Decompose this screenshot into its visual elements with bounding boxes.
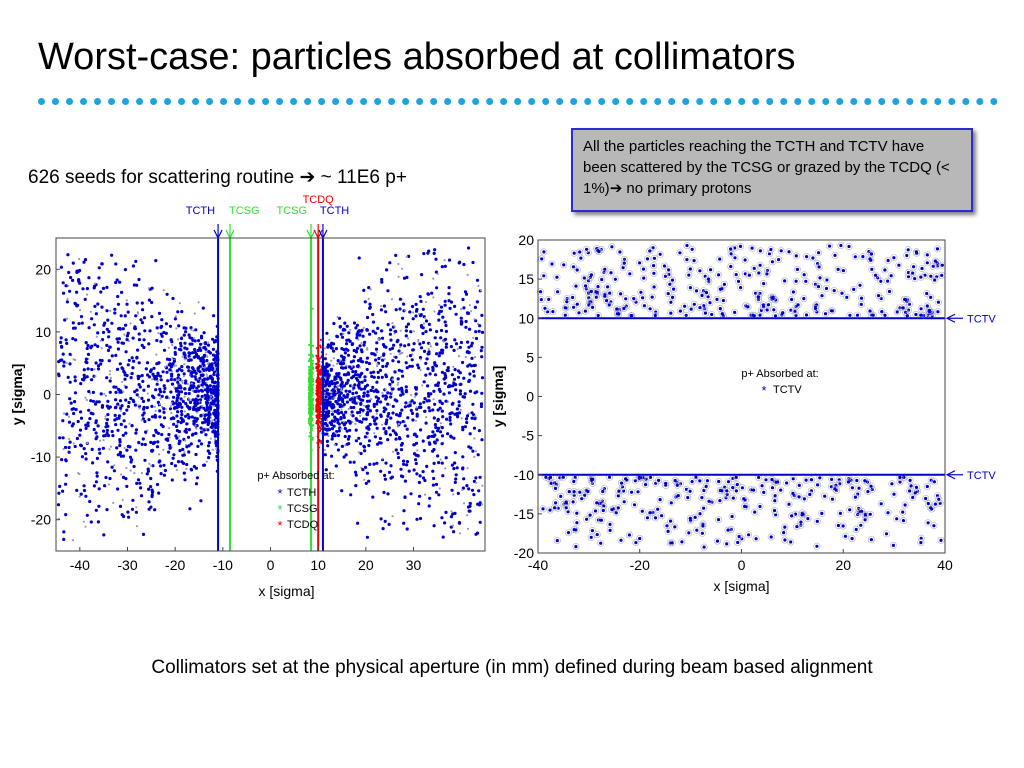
y-tick-label: -20: [31, 512, 51, 528]
legend-title: p+ Absorbed at:: [257, 470, 334, 482]
collimator-label-tcsg: TCSG: [276, 205, 307, 217]
info-callout: All the particles reaching the TCTH and …: [571, 128, 973, 212]
x-tick-label: 0: [738, 557, 746, 573]
x-tick-label: 40: [937, 557, 953, 573]
arrow-icon: [945, 313, 956, 323]
legend-label: TCDQ: [287, 519, 319, 531]
y-tick-label: -10: [514, 467, 534, 483]
x-tick-label: 20: [358, 557, 374, 573]
arrow-icon: ➔: [299, 167, 316, 188]
x-tick-label: -20: [165, 557, 185, 573]
subtitle-tail: ~ 11E6 p+: [315, 167, 407, 188]
subtitle-text: 626 seeds for scattering routine: [28, 167, 295, 188]
y-tick-label: 20: [35, 261, 51, 277]
legend-marker: *: [277, 502, 282, 517]
collimator-label-tcdq: TCDQ: [303, 194, 335, 206]
seeds-subtitle: 626 seeds for scattering routine ➔ ~ 11E…: [28, 166, 407, 189]
slide-title: Worst-case: particles absorbed at collim…: [38, 36, 796, 78]
collimator-label-tctv: TCTV: [967, 313, 996, 325]
legend-label: TCTH: [287, 487, 316, 499]
y-tick-label: 0: [43, 387, 51, 403]
y-axis-label: y [sigma]: [9, 364, 25, 425]
x-tick-label: 10: [310, 557, 326, 573]
scatter-points-tctv: [536, 242, 946, 551]
title-divider: [38, 98, 998, 113]
x-axis-label: x [sigma]: [258, 583, 314, 599]
legend-marker: *: [761, 383, 766, 398]
x-tick-label: 20: [835, 557, 851, 573]
y-tick-label: 10: [35, 324, 51, 340]
legend-label: TCSG: [287, 503, 318, 515]
collimator-label-tcth: TCTH: [186, 205, 215, 217]
y-tick-label: -5: [522, 428, 535, 444]
y-tick-label: -20: [514, 545, 534, 561]
plot-frame: [55, 237, 486, 552]
y-tick-label: 20: [518, 232, 534, 248]
x-tick-label: -40: [528, 557, 548, 573]
collimator-label-tcsg: TCSG: [229, 205, 260, 217]
legend-label: TCTV: [773, 384, 802, 396]
y-tick-label: 10: [518, 310, 534, 326]
info-tail: no primary protons: [622, 180, 752, 197]
collimator-label-tctv: TCTV: [967, 470, 996, 482]
y-tick-label: 0: [526, 389, 534, 405]
footer-caption: Collimators set at the physical aperture…: [151, 657, 873, 678]
legend-marker: *: [277, 486, 282, 501]
y-axis-label: y [sigma]: [490, 366, 506, 427]
y-tick-label: 15: [518, 271, 534, 287]
legend-marker: *: [277, 518, 282, 533]
x-tick-label: -10: [213, 557, 233, 573]
arrow-icon: [945, 470, 956, 480]
y-tick-label: 5: [526, 349, 534, 365]
x-tick-label: 30: [406, 557, 422, 573]
y-tick-label: -10: [31, 449, 51, 465]
x-tick-label: -40: [70, 557, 90, 573]
x-tick-label: -30: [117, 557, 137, 573]
x-tick-label: 0: [267, 557, 275, 573]
legend: p+ Absorbed at: * TCTH * TCSG * TCDQ: [257, 470, 334, 533]
x-tick-label: -20: [630, 557, 650, 573]
info-text: All the particles reaching the TCTH and …: [583, 138, 950, 197]
collimator-label-tcth: TCTH: [320, 205, 349, 217]
x-axis-label: x [sigma]: [713, 578, 769, 594]
y-tick-label: -15: [514, 506, 534, 522]
legend: p+ Absorbed at: * TCTV: [741, 368, 818, 398]
arrow-icon: ➔: [609, 180, 623, 197]
legend-title: p+ Absorbed at:: [741, 368, 818, 380]
scatter-points-tcth: [56, 246, 485, 542]
